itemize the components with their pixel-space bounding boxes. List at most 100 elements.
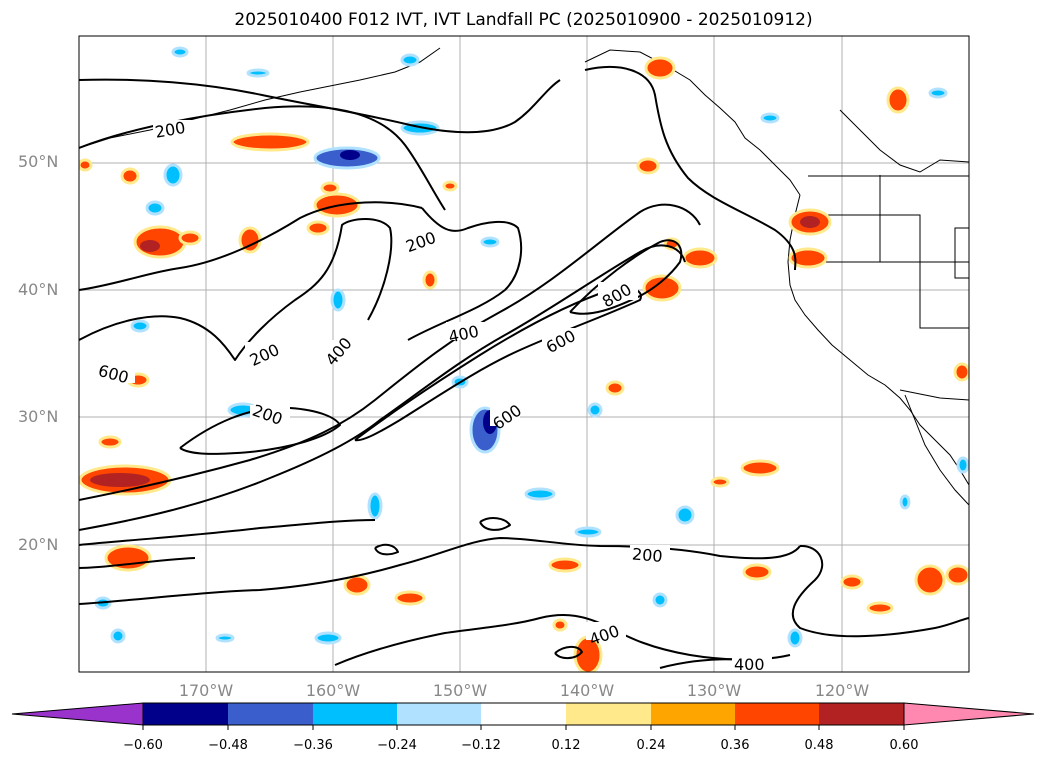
neg-patch [171, 46, 189, 58]
neg-patch [330, 288, 346, 312]
pos-patch [548, 557, 582, 573]
contour-small-a [479, 517, 511, 531]
contour-200-sw [79, 519, 376, 546]
pos-patch [914, 564, 946, 596]
neg-patch [367, 492, 383, 520]
baja-coast [904, 394, 969, 506]
contour-800 [569, 239, 683, 315]
lat-label-20n: 20°N [18, 535, 59, 554]
pos-patch [642, 274, 682, 302]
lon-label-140w: 140°W [559, 681, 615, 700]
colorbar-extend-left [11, 702, 144, 726]
alaska-coast [584, 49, 801, 196]
contour-200-north [79, 78, 561, 134]
contour-200-east-loop [584, 66, 797, 271]
contour-400-south [334, 614, 791, 666]
contour-label-bg [446, 322, 486, 340]
contour-200-south [79, 537, 801, 605]
state-border-4 [954, 227, 969, 279]
figure-title: 2025010400 F012 IVT, IVT Landfall PC (20… [234, 10, 813, 30]
neg-patch [524, 487, 556, 501]
colorbar-bin [397, 703, 481, 725]
colorbar-bin [313, 703, 397, 725]
pos-patch [886, 86, 910, 114]
pos-patch [98, 435, 122, 449]
contour-400-inner-south [354, 287, 642, 442]
neg-patch [587, 402, 603, 418]
colorbar-bin [143, 703, 228, 725]
contour-label-bg [598, 282, 638, 300]
contour-label-bg [542, 328, 582, 346]
colorbar-bin [481, 703, 566, 725]
gridlines [79, 36, 969, 672]
pos-patch [140, 240, 160, 252]
state-border-1 [810, 214, 969, 263]
contour-200-ladder [79, 557, 196, 569]
colorbar-bin [819, 703, 904, 725]
contour-label-layer: 200 200 200 200 200 400 400 400 400 600 … [95, 118, 772, 672]
pos-patch [133, 225, 187, 259]
pos-patch [230, 132, 310, 152]
contour-600-main [79, 244, 686, 531]
colorbar-tick-label: −0.36 [293, 738, 333, 753]
contour-label-bg [402, 230, 442, 248]
neg-patch [400, 53, 420, 67]
colorbar-tick-label: −0.24 [377, 738, 417, 753]
lat-label-50n: 50°N [18, 152, 59, 171]
pos-patch [945, 564, 969, 586]
contour-200-se [791, 544, 969, 638]
colorbar-tick-label: −0.12 [461, 738, 501, 753]
neg-patch [130, 319, 150, 333]
pos-patch [710, 476, 730, 488]
aleutian-coast [79, 47, 441, 149]
lon-label-150w: 150°W [432, 681, 488, 700]
colorbar-bin [228, 703, 313, 725]
contour-label-bg [318, 340, 358, 358]
pos-patch [343, 574, 371, 596]
neg-patch [163, 163, 183, 187]
lon-label-160w: 160°W [305, 681, 361, 700]
contour-400-outer [79, 218, 393, 361]
contour-label: 200 [631, 544, 663, 566]
pos-patch [788, 247, 828, 269]
colorbar-tick-label: 0.12 [551, 738, 581, 753]
state-border-2 [879, 175, 969, 329]
colorbar-ticks [142, 725, 905, 730]
contour-label-bg [153, 120, 193, 138]
pos-patch [644, 56, 676, 80]
neg-patch [314, 631, 342, 645]
pos-patch [442, 180, 458, 192]
contour-600-south-inner [179, 406, 341, 455]
pos-patch [742, 563, 772, 581]
pos-patch [394, 590, 426, 606]
neg-patch [956, 456, 969, 474]
map-frame [78, 35, 970, 673]
contour-200-west [79, 201, 423, 291]
neg-patch [145, 200, 165, 216]
colorbar [11, 702, 1035, 730]
neg-patch [110, 628, 126, 644]
contour-label-bg [630, 545, 670, 563]
pos-patch [320, 181, 340, 195]
neg-patch [652, 592, 668, 608]
ivt-contours [79, 66, 969, 669]
contour-200-tongue [407, 207, 523, 341]
contour-400-main [79, 203, 701, 501]
pos-patch [953, 362, 969, 382]
pos-patch [636, 157, 660, 175]
colorbar-tick-label: −0.60 [123, 738, 163, 753]
neg-patch [480, 236, 500, 248]
colorbar-tick-label: −0.48 [208, 738, 248, 753]
colorbar-tick-label: 0.48 [804, 738, 834, 753]
contour-small-c [554, 645, 583, 660]
lon-label-120w: 120°W [814, 681, 870, 700]
pos-patch [605, 380, 625, 396]
contour-label-bg [732, 655, 772, 672]
lon-label-130w: 130°W [686, 681, 742, 700]
pos-patch [682, 247, 718, 269]
pos-patch [866, 601, 894, 615]
pos-patch [840, 574, 864, 590]
pos-patch [800, 216, 820, 228]
neg-patch [787, 628, 803, 648]
